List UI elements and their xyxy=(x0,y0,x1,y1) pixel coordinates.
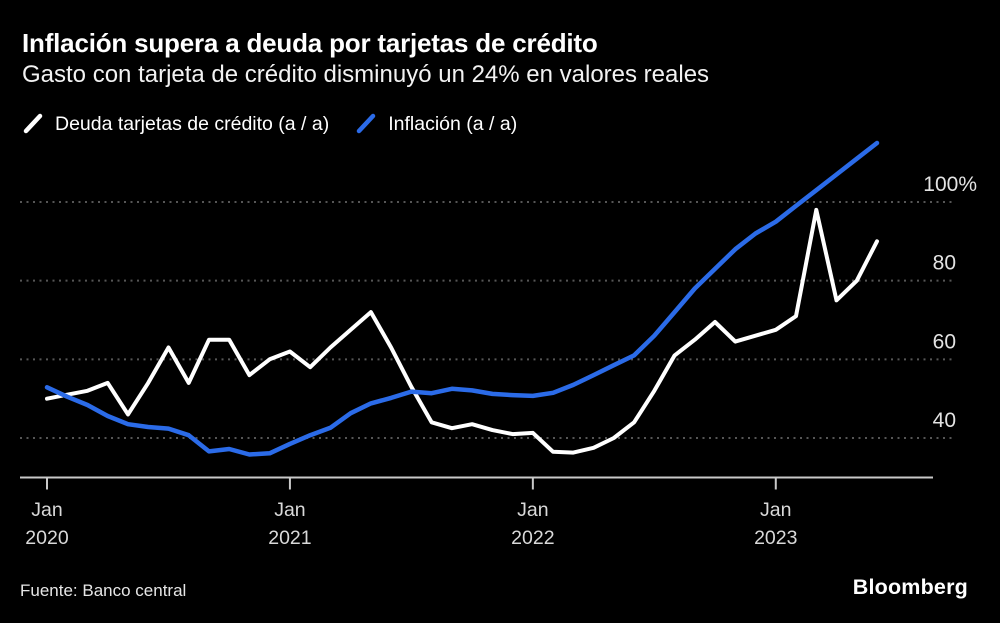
x-axis-label-year-2023: 2023 xyxy=(754,527,797,549)
y-axis-label-100: 100% xyxy=(923,173,977,196)
x-axis-label-year-2022: 2022 xyxy=(511,527,554,549)
y-axis-label-60: 60 xyxy=(933,330,956,353)
chart-title: Inflación supera a deuda por tarjetas de… xyxy=(22,28,598,58)
x-axis-label-month-2023: Jan xyxy=(760,499,791,521)
source-note: Fuente: Banco central xyxy=(20,581,187,600)
legend-label-inflacion: Inflación (a / a) xyxy=(388,112,518,135)
deuda-line-swatch-icon xyxy=(23,113,43,134)
inflacion-line-swatch-icon xyxy=(356,113,376,134)
bloomberg-logo: Bloomberg xyxy=(852,575,968,599)
series-line-deuda xyxy=(45,207,879,455)
x-axis-label-year-2020: 2020 xyxy=(25,527,69,549)
chart-legend: Deuda tarjetas de crédito (a / a) Inflac… xyxy=(22,112,517,136)
legend-item-deuda: Deuda tarjetas de crédito (a / a) xyxy=(22,112,329,136)
y-axis-label-80: 80 xyxy=(933,252,956,275)
x-axis-label-month-2022: Jan xyxy=(517,499,548,521)
y-axis-label-40: 40 xyxy=(933,409,956,432)
x-axis-label-month-2021: Jan xyxy=(274,499,305,521)
x-axis-label-year-2021: 2021 xyxy=(268,527,311,549)
series-line-inflacion xyxy=(44,140,880,457)
legend-label-deuda: Deuda tarjetas de crédito (a / a) xyxy=(55,112,330,135)
x-axis-label-month-2020: Jan xyxy=(31,499,62,521)
legend-item-inflacion: Inflación (a / a) xyxy=(355,112,517,136)
chart-subtitle: Gasto con tarjeta de crédito disminuyó u… xyxy=(22,61,710,88)
